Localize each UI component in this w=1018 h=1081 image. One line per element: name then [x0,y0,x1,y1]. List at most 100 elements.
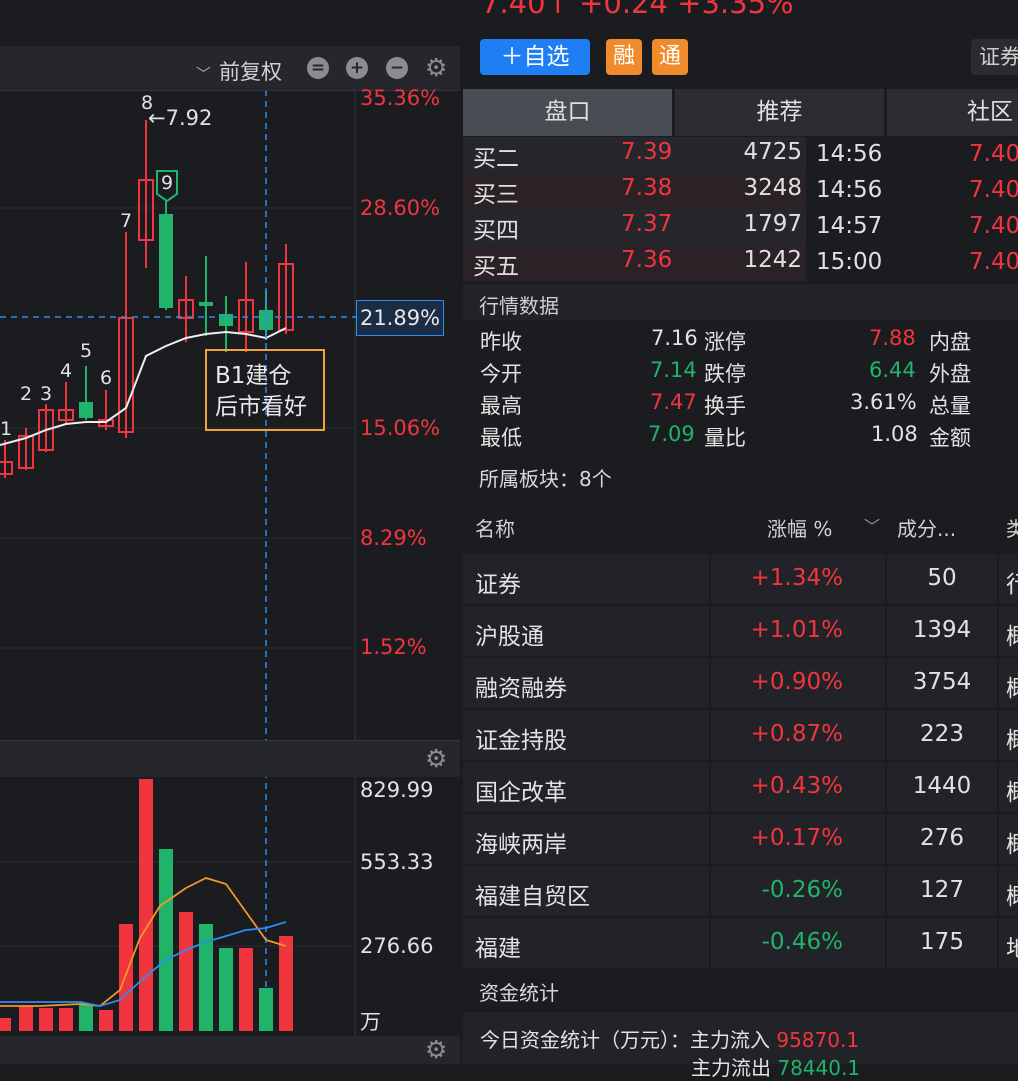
sector-type: 概 [1006,884,1018,910]
candlestick-chart[interactable] [0,0,460,1064]
kline-chart-panel[interactable]: ﹀ 前复权 = + − ⚙ 35.36% 28.60% 15.06% 8.29% … [0,0,460,1064]
sector-type: 概 [1006,780,1018,806]
col-change[interactable]: 涨幅 % [767,517,833,541]
volume-bar [79,1004,93,1031]
trade-time: 14:57 [816,213,883,239]
candle [178,276,194,342]
add-watchlist-button[interactable]: ＋自选 [480,39,590,75]
candle [199,256,213,336]
sector-button[interactable]: 证券 [971,39,1018,75]
candle [58,382,74,424]
market-key: 昨收 [480,330,522,354]
market-key: 总量 [929,394,971,418]
count-label: 1 [0,418,13,440]
count-label: 2 [20,383,33,405]
quote-panel: 7.40↑ +0.24 +3.35% ＋自选 融 通 证券 盘口 推荐 社区 买… [463,0,1018,1080]
order-book-row: 买三 7.38 3248 [463,173,806,209]
volume-bar [39,1008,53,1031]
count-label: 4 [60,360,73,382]
trade-time: 15:00 [816,249,883,275]
market-data-section: 行情数据 昨收 7.16 涨停 7.88 内盘 今开 7.14 跌停 6.44 … [463,284,1018,456]
zoom-out-icon[interactable]: − [386,57,408,79]
sector-count: 175 [920,929,964,955]
volume-axis-label: 829.99 [360,778,434,802]
price-axis-label: 35.36% [360,86,441,110]
fund-stats-title: 资金统计 [479,981,559,1005]
fund-outflow-line: 主力流出 78440.1 [691,1052,860,1081]
col-constituents[interactable]: 成分... [897,517,957,541]
sector-row[interactable]: 海峡两岸 +0.17% 276 概 [463,812,1018,864]
indicator-panel-header: ⚙ [0,1036,460,1064]
sector-change: +0.90% [750,669,843,695]
market-key: 涨停 [704,330,746,354]
sector-name: 海峡两岸 [475,832,567,858]
reset-zoom-icon[interactable]: = [307,57,329,79]
volume-bar [239,948,253,1031]
margin-tag-button[interactable]: 融 [606,39,642,75]
sector-count: 127 [920,877,964,903]
chart-toolbar: ﹀ 前复权 = + − ⚙ [0,46,460,91]
trade-price: 7.40 [969,213,1018,239]
market-value: 7.88 [869,326,916,350]
tab-recommend[interactable]: 推荐 [675,89,884,136]
candle [18,428,34,470]
volume-bar [259,988,273,1031]
order-price: 7.37 [621,211,673,237]
gear-icon[interactable]: ⚙ [425,744,448,773]
zoom-in-icon[interactable]: + [346,57,368,79]
market-data-header: 行情数据 [479,294,559,318]
sector-count: 276 [920,825,964,851]
sector-row[interactable]: 证券 +1.34% 50 行 [463,552,1018,604]
trade-price: 7.40 [969,177,1018,203]
market-row: 今开 7.14 跌停 6.44 外盘 [463,358,1018,390]
order-volume: 3248 [743,175,802,201]
col-name[interactable]: 名称 [475,517,515,541]
market-value: 3.61% [850,390,917,414]
fund-stats-box: 今日资金统计（万元）：主力流入 95870.1 主力流出 78440.1 [463,1012,1018,1080]
sector-row[interactable]: 融资融券 +0.90% 3754 概 [463,656,1018,708]
market-key: 最高 [480,394,522,418]
volume-bar [159,849,173,1031]
volume-bar [59,1008,73,1031]
order-book-row: 买五 7.36 1242 [463,245,806,281]
volume-bar [199,924,213,1031]
order-price: 7.36 [621,247,673,273]
sector-count: 1440 [912,773,972,799]
signal-badge-count: 9 [161,172,174,194]
sector-row[interactable]: 福建自贸区 -0.26% 127 概 [463,864,1018,916]
tab-community[interactable]: 社区 [887,89,1018,136]
candle [159,200,173,310]
sector-row[interactable]: 福建 -0.46% 175 地 [463,916,1018,968]
sector-count: 3754 [912,669,972,695]
fund-inflow-label: 今日资金统计（万元）：主力流入 [480,1028,770,1052]
trade-row: 14:57 7.40 [808,209,1018,245]
sector-row[interactable]: 国企改革 +0.43% 1440 概 [463,760,1018,812]
gear-icon[interactable]: ⚙ [425,1035,448,1064]
candle [238,262,254,352]
market-key: 换手 [704,394,746,418]
market-key: 今开 [480,362,522,386]
sector-type: 概 [1006,728,1018,754]
gear-icon[interactable]: ⚙ [425,53,448,82]
order-volume: 1242 [743,247,802,273]
sector-row[interactable]: 证金持股 +0.87% 223 概 [463,708,1018,760]
connect-tag-button[interactable]: 通 [652,39,688,75]
volume-bar [0,1018,11,1031]
sector-count: 1394 [912,617,972,643]
tab-order-book[interactable]: 盘口 [463,89,672,136]
volume-unit-label: 万 [360,1010,381,1034]
sector-change: +1.34% [750,565,843,591]
order-volume: 1797 [743,211,802,237]
sector-change: +0.43% [750,773,843,799]
count-label: 5 [80,340,93,362]
volume-axis-label: 553.33 [360,850,434,874]
sector-row[interactable]: 沪股通 +1.01% 1394 概 [463,604,1018,656]
market-key: 最低 [480,426,522,450]
sort-chevron-icon[interactable]: ﹀ [864,517,881,536]
adjust-select[interactable]: ﹀ 前复权 [196,56,282,86]
order-book-row: 买四 7.37 1797 [463,209,806,245]
market-row: 昨收 7.16 涨停 7.88 内盘 [463,326,1018,358]
market-value: 7.14 [650,358,697,382]
col-extra[interactable]: 类 [1006,517,1018,541]
market-row: 最高 7.47 换手 3.61% 总量 [463,390,1018,422]
